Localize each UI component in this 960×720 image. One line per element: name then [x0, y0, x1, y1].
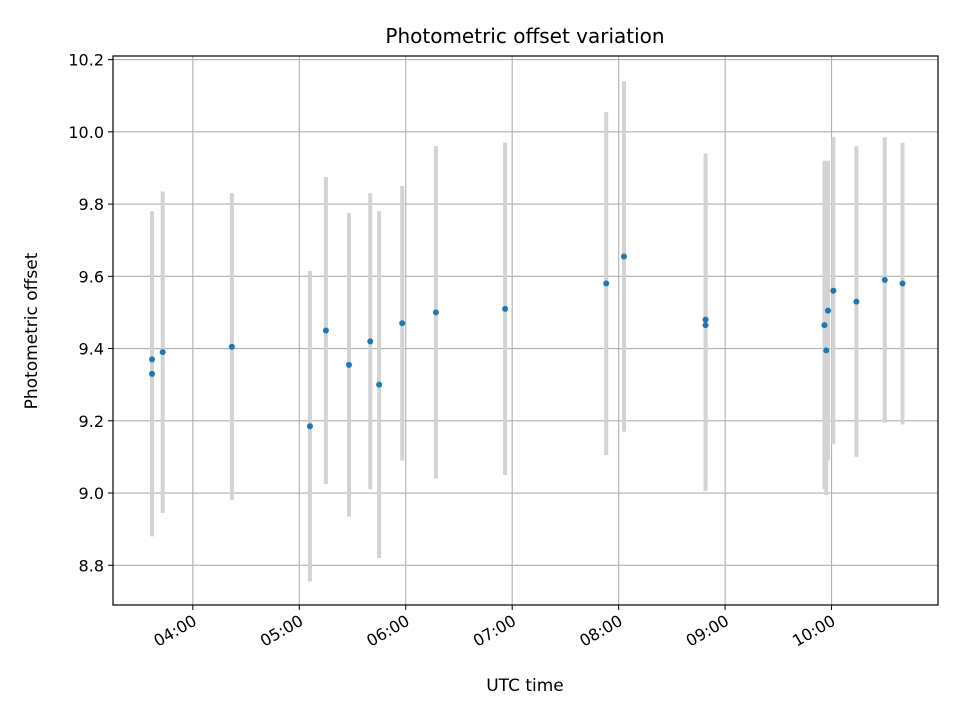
y-tick-label: 9.2 [79, 412, 104, 431]
x-axis: 04:00 05:00 06:00 07:00 08:00 09:00 10:00 [150, 605, 839, 651]
data-point [159, 349, 166, 356]
x-tick-label: 04:00 [150, 611, 199, 651]
data-points [149, 253, 906, 430]
y-tick-label: 9.0 [79, 484, 104, 503]
data-point [345, 361, 352, 368]
data-point [376, 381, 383, 388]
data-point [149, 370, 156, 377]
data-point [432, 309, 439, 316]
data-point [702, 316, 709, 323]
data-point [228, 343, 235, 350]
data-point [823, 347, 830, 354]
data-point [149, 356, 156, 363]
data-point [825, 307, 831, 314]
data-point [306, 423, 313, 430]
x-axis-title: UTC time [486, 676, 564, 696]
y-tick-label: 10.2 [68, 51, 104, 70]
data-point [399, 320, 406, 327]
data-point [881, 276, 888, 283]
y-tick-label: 9.6 [79, 267, 104, 286]
data-point [620, 253, 627, 260]
data-point [502, 305, 509, 312]
x-tick-label: 09:00 [683, 611, 732, 651]
y-axis-title: Photometric offset [22, 252, 42, 409]
y-tick-label: 9.4 [79, 340, 104, 359]
data-point [899, 280, 906, 287]
plot-frame [112, 55, 939, 606]
x-tick-label: 08:00 [576, 611, 625, 651]
y-tick-label: 10.0 [68, 123, 104, 142]
data-point [853, 298, 860, 305]
x-tick-label: 10:00 [789, 611, 838, 651]
data-point [821, 322, 828, 329]
x-tick-label: 06:00 [363, 611, 412, 651]
data-point [367, 338, 374, 345]
data-point [702, 322, 709, 329]
data-point [603, 280, 610, 287]
data-point [322, 327, 329, 334]
y-axis: 8.8 9.0 9.2 9.4 9.6 9.8 10.0 10.2 [68, 51, 113, 575]
grid [113, 56, 938, 605]
data-point [830, 287, 837, 294]
chart-title: Photometric offset variation [385, 24, 664, 48]
x-tick-label: 07:00 [470, 611, 519, 651]
y-tick-label: 8.8 [79, 556, 104, 575]
x-tick-label: 05:00 [257, 611, 306, 651]
y-tick-label: 9.8 [79, 195, 104, 214]
error-bars [150, 81, 905, 582]
